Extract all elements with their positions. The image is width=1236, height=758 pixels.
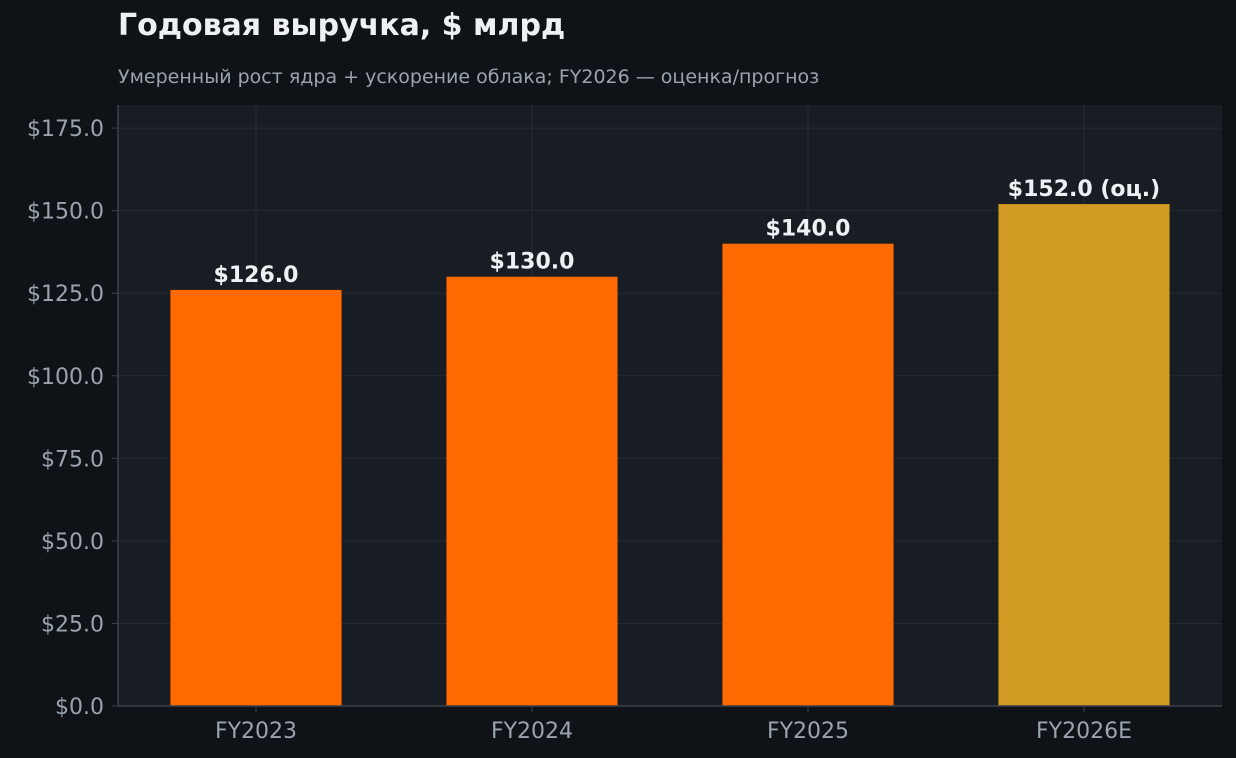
- bar-fy2024: [446, 276, 618, 706]
- x-tick-label: FY2024: [491, 719, 573, 744]
- bar-value-label: $152.0 (оц.): [1008, 177, 1160, 202]
- bar-value-label: $140.0: [766, 217, 851, 242]
- y-tick-label: $150.0: [27, 200, 104, 225]
- y-tick-label: $75.0: [41, 447, 104, 472]
- y-tick-label: $100.0: [27, 365, 104, 390]
- bar-value-label: $126.0: [214, 263, 299, 288]
- x-tick-label: FY2026E: [1036, 719, 1132, 744]
- y-tick-label: $125.0: [27, 282, 104, 307]
- bar-value-label: $130.0: [490, 250, 575, 275]
- x-tick-label: FY2023: [215, 719, 297, 744]
- x-tick-label: FY2025: [767, 719, 849, 744]
- bar-fy2025: [722, 243, 894, 706]
- bar-fy2023: [170, 289, 342, 706]
- y-tick-label: $50.0: [41, 530, 104, 555]
- bar-fy2026e: [998, 204, 1170, 707]
- y-tick-label: $0.0: [55, 695, 104, 720]
- chart-subtitle: Умеренный рост ядра + ускорение облака; …: [118, 66, 820, 88]
- chart-title: Годовая выручка, $ млрд: [118, 8, 566, 43]
- y-tick-label: $175.0: [27, 117, 104, 142]
- y-tick-label: $25.0: [41, 612, 104, 637]
